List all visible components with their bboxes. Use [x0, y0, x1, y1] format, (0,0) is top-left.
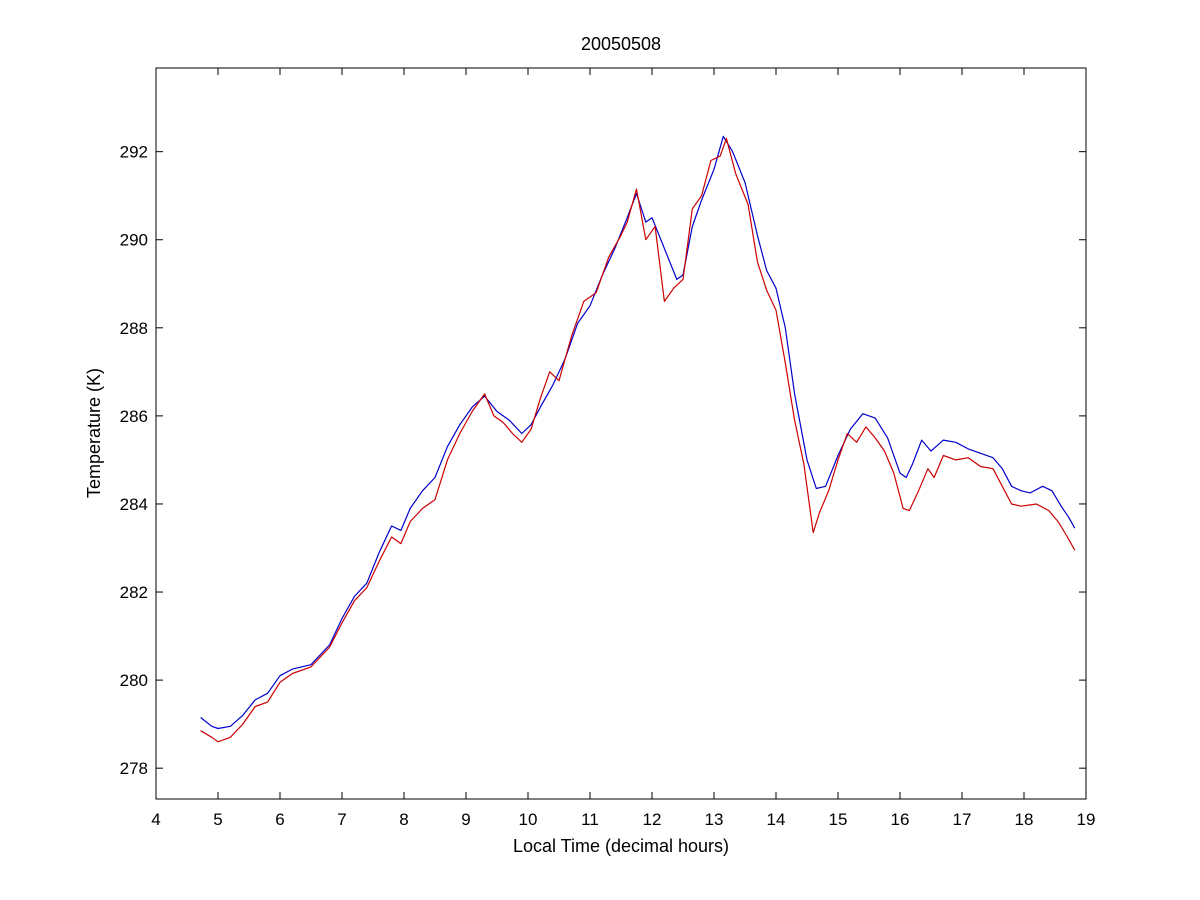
y-tick-label: 278 — [120, 759, 148, 778]
y-tick-label: 292 — [120, 143, 148, 162]
x-tick-label: 13 — [705, 810, 724, 829]
x-tick-label: 17 — [953, 810, 972, 829]
x-tick-label: 12 — [643, 810, 662, 829]
x-tick-label: 7 — [337, 810, 346, 829]
y-tick-label: 280 — [120, 671, 148, 690]
x-tick-label: 10 — [519, 810, 538, 829]
series-lines — [200, 135, 1076, 743]
x-tick-label: 14 — [767, 810, 786, 829]
series-line-1 — [200, 135, 1076, 730]
y-tick-label: 286 — [120, 407, 148, 426]
plot-area — [155, 67, 1087, 800]
x-tick-label: 5 — [213, 810, 222, 829]
x-tick-label: 8 — [399, 810, 408, 829]
x-tick-label: 6 — [275, 810, 284, 829]
x-tick-label: 4 — [151, 810, 160, 829]
x-tick-label: 18 — [1015, 810, 1034, 829]
x-tick-label: 11 — [581, 810, 599, 829]
y-axis-label: Temperature (K) — [84, 368, 104, 498]
y-tick-label: 284 — [120, 495, 148, 514]
series-line-2 — [200, 137, 1076, 743]
x-tick-label: 15 — [829, 810, 848, 829]
axis-ticks: 4 5 6 7 8 9 10 11 12 13 14 15 16 17 18 19 278 280 282 284 28… — [120, 68, 1096, 829]
y-tick-label: 288 — [120, 319, 148, 338]
chart-title: 20050508 — [581, 34, 661, 54]
x-tick-label: 9 — [461, 810, 470, 829]
y-tick-label: 290 — [120, 231, 148, 250]
x-tick-label: 16 — [891, 810, 910, 829]
x-tick-label: 19 — [1077, 810, 1096, 829]
x-axis-label: Local Time (decimal hours) — [513, 836, 729, 856]
y-tick-label: 282 — [120, 583, 148, 602]
